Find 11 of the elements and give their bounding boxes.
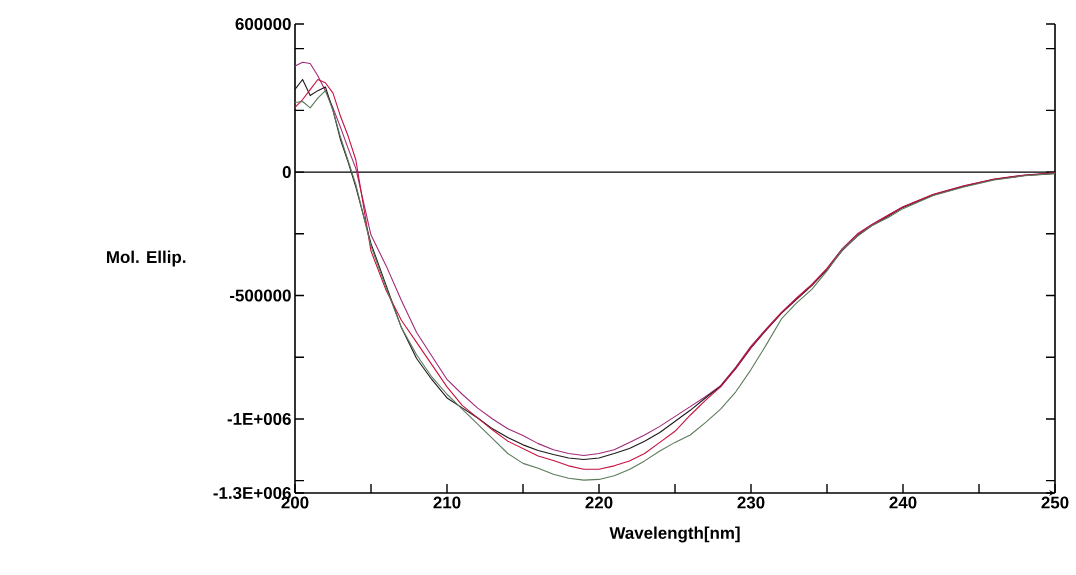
y-tick-label: 600000: [235, 17, 291, 30]
x-tick-label: 210: [433, 496, 461, 509]
y-tick-label: 0: [282, 166, 291, 179]
y-axis-title: Mol. Ellip.: [107, 250, 186, 267]
y-tick-label: -500000: [229, 289, 291, 302]
y-tick-label: -1E+006: [227, 412, 291, 425]
x-tick-label: 230: [737, 496, 765, 509]
x-tick-label: 250: [1041, 496, 1069, 509]
x-tick-label: 240: [889, 496, 917, 509]
x-axis-title: Wavelength[nm]: [609, 526, 740, 543]
x-tick-label: 220: [585, 496, 613, 509]
